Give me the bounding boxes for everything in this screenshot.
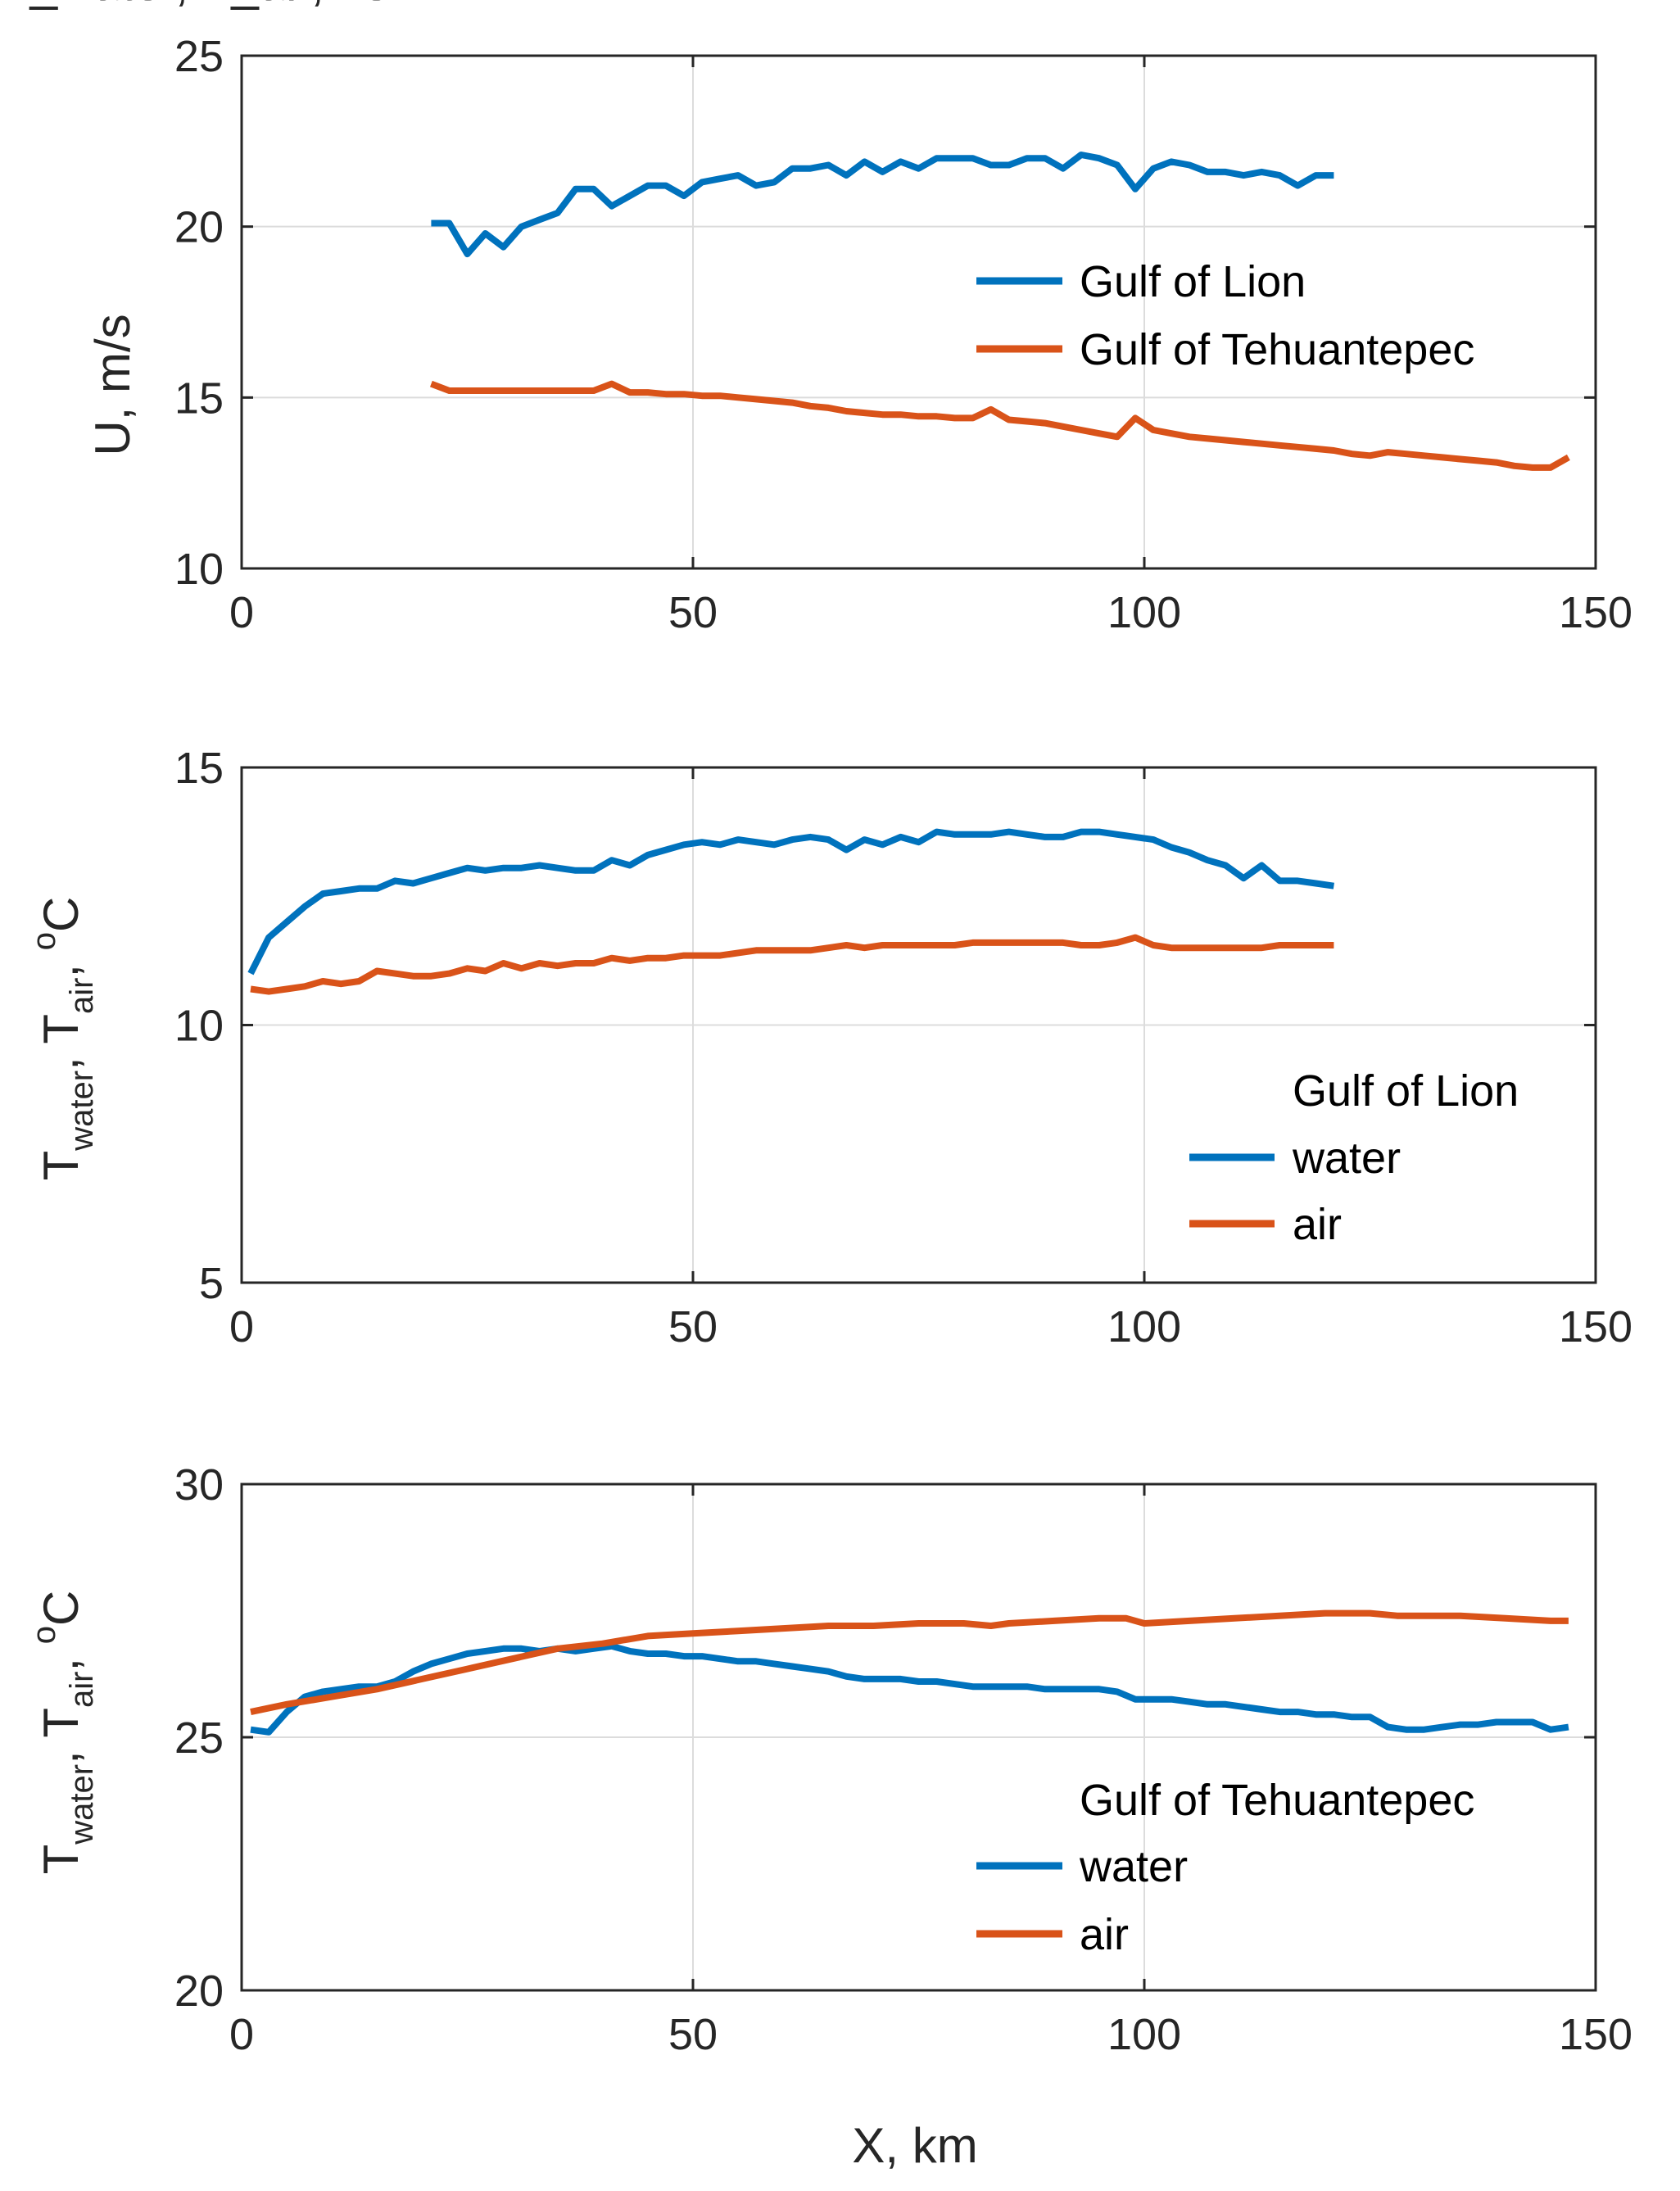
wind-y-tick-label: 25 — [174, 32, 224, 81]
legend-label-lion-water: water — [1292, 1134, 1401, 1183]
tehuantepec-y-tick-label: 20 — [174, 1967, 224, 2016]
wind-legend: Gulf of Lion Gulf of Tehuantepec — [976, 257, 1474, 374]
tehuantepec-x-tick-label: 100 — [1107, 2010, 1181, 2059]
series-line-gulf-of-lion — [431, 152, 1334, 258]
series-line-air — [250, 1609, 1569, 1716]
legend-label-gulf-of-lion: Gulf of Lion — [1080, 257, 1306, 306]
tehuantepec-y-axis-label-text: Twater, Tair, oC — [26, 1591, 100, 1875]
lion-x-tick-label: 100 — [1107, 1302, 1181, 1351]
wind-series-group — [429, 152, 1570, 471]
wind-speed-panel: 0 50 100 150 10 15 20 25 U, m/s Gulf of … — [85, 32, 1632, 637]
lion-ticks — [240, 766, 1597, 1284]
tehuantepec-x-tick-label: 0 — [229, 2010, 254, 2059]
lion-legend-title: Gulf of Lion — [1293, 1066, 1519, 1116]
wind-x-tick-labels: 0 50 100 150 — [229, 588, 1632, 637]
tehuantepec-x-tick-label: 150 — [1559, 2010, 1632, 2059]
wind-y-axis-label: U, m/s — [85, 314, 140, 455]
tehuantepec-y-axis-label-rendered: Twater, Tair, oC — [26, 1591, 100, 1875]
tehuantepec-x-tick-label: 50 — [668, 2010, 718, 2059]
tehuantepec-legend-title: Gulf of Tehuantepec — [1080, 1776, 1474, 1825]
lion-x-tick-labels: 0 50 100 150 — [229, 1302, 1632, 1351]
wind-x-tick-label: 100 — [1107, 588, 1181, 637]
tehuantepec-ticks — [240, 1483, 1597, 1992]
wind-x-tick-label: 150 — [1559, 588, 1632, 637]
tehuantepec-x-tick-labels: 0 50 100 150 — [229, 2010, 1632, 2059]
lion-y-tick-labels: 5 10 15 — [174, 744, 224, 1308]
lion-x-tick-label: 0 — [229, 1302, 254, 1351]
tehuantepec-temperature-panel: 0 50 100 150 20 25 30 T_water, T_air, °C… — [0, 0, 1632, 2173]
wind-y-tick-label: 20 — [174, 203, 224, 252]
lion-y-axis-label-text: Twater, Tair, oC — [26, 897, 100, 1181]
tehuantepec-y-tick-label: 30 — [174, 1460, 224, 1510]
series-line-water — [247, 828, 1334, 976]
wind-y-tick-label: 10 — [174, 545, 224, 594]
lion-y-axis-label-rendered: Twater, Tair, oC — [26, 897, 100, 1181]
tehuantepec-grid — [242, 1484, 1596, 1990]
lion-y-tick-label: 15 — [174, 744, 224, 793]
tehuantepec-y-tick-labels: 20 25 30 — [174, 1460, 224, 2016]
series-line-air — [250, 934, 1334, 995]
wind-x-tick-label: 50 — [668, 588, 718, 637]
wind-ticks — [240, 54, 1597, 570]
legend-label-tehuantepec-air: air — [1080, 1910, 1129, 1959]
legend-label-gulf-of-tehuantepec: Gulf of Tehuantepec — [1080, 325, 1474, 374]
lion-grid — [242, 767, 1596, 1283]
wind-axes-box — [240, 54, 1597, 570]
wind-grid — [242, 56, 1596, 568]
lion-x-tick-label: 150 — [1559, 1302, 1632, 1351]
lion-y-tick-label: 5 — [199, 1259, 224, 1308]
lion-temperature-panel: 0 50 100 150 5 10 15 T_water, T_air, °C … — [0, 0, 1632, 1351]
lion-y-axis-label: T_water, T_air, °C — [0, 0, 393, 11]
series-line-water — [250, 1642, 1569, 1736]
wind-y-tick-label: 15 — [174, 373, 224, 423]
x-axis-label: X, km — [852, 2118, 977, 2173]
lion-legend: Gulf of Lion water air — [1189, 1066, 1519, 1249]
tehuantepec-series-group — [250, 1609, 1569, 1736]
series-line-gulf-of-tehuantepec — [429, 380, 1570, 471]
lion-y-tick-label: 10 — [174, 1002, 224, 1051]
legend-label-tehuantepec-water: water — [1079, 1842, 1188, 1891]
wind-x-tick-label: 0 — [229, 588, 254, 637]
tehuantepec-legend: Gulf of Tehuantepec water air — [976, 1776, 1474, 1959]
tehuantepec-y-axis-label: T_water, T_air, °C — [0, 0, 393, 11]
lion-x-tick-label: 50 — [668, 1302, 718, 1351]
tehuantepec-y-tick-label: 25 — [174, 1713, 224, 1763]
legend-label-lion-air: air — [1293, 1200, 1342, 1249]
lion-series-group — [247, 828, 1334, 995]
wind-y-tick-labels: 10 15 20 25 — [174, 32, 224, 594]
